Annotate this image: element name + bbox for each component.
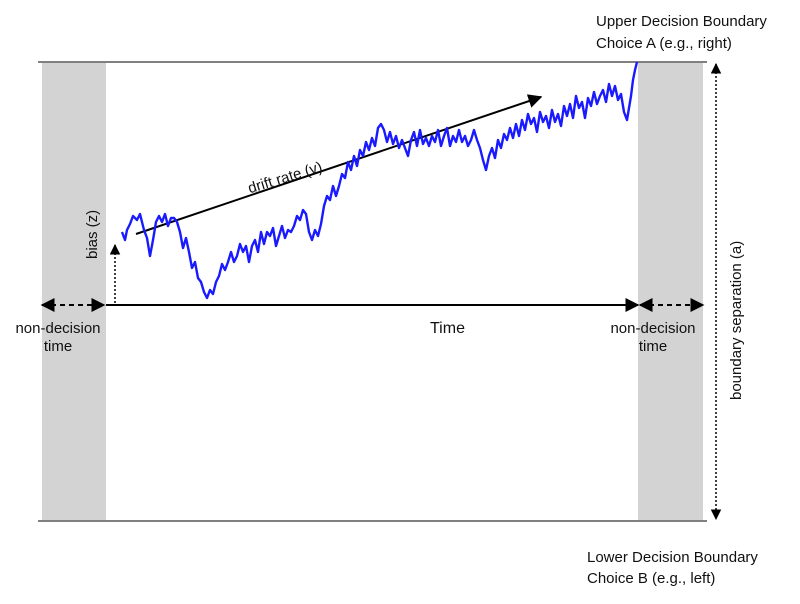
non-decision-right-line1: non-decision [610,320,696,337]
time-axis-label: Time [430,320,465,337]
non-decision-label-right: non-decision time [605,320,701,356]
non-decision-region-left [42,62,106,521]
drift-rate-arrow [135,94,543,235]
lower-boundary-title: Lower Decision Boundary [587,549,758,566]
non-decision-label-left: non-decision time [10,320,106,356]
lower-boundary-choice: Choice B (e.g., left) [587,570,716,587]
evidence-accumulation-path [120,61,639,300]
upper-boundary-title: Upper Decision Boundary [596,13,767,30]
non-decision-region-right [638,62,703,521]
upper-boundary-choice: Choice A (e.g., right) [596,35,732,52]
non-decision-left-line2: time [43,338,73,355]
bias-label: bias (z) [84,209,101,259]
non-decision-left-line1: non-decision [15,320,101,337]
boundary-separation-label: boundary separation (a) [728,240,745,400]
non-decision-right-line2: time [638,338,668,355]
